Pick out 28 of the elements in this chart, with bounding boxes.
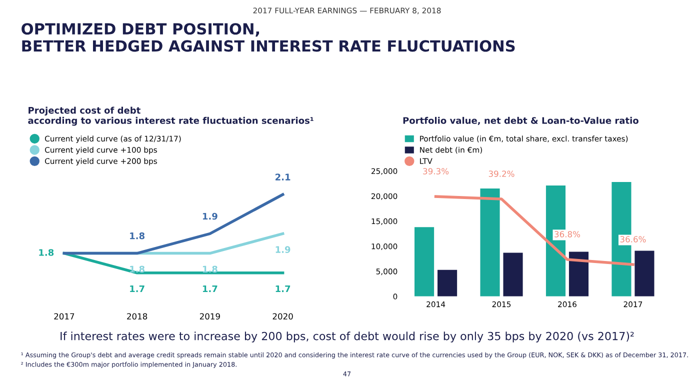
x-tick-label: 2020 — [272, 313, 293, 320]
bar — [568, 252, 589, 296]
bar — [480, 188, 500, 296]
text: OPTIMIZED DEBT POSITION, BETTER HEDGED AGAINST INTEREST RATE FLUCTUATIONS — [22, 23, 515, 52]
bar — [634, 250, 654, 296]
data-label: 1.7 — [130, 285, 144, 292]
data-label: 36.8% — [554, 231, 580, 238]
data-label: 39.3% — [423, 168, 449, 174]
x-tick-label: 2018 — [127, 313, 148, 320]
data-label: 36.6% — [620, 236, 646, 242]
data-label: 1.7 — [202, 285, 218, 292]
data-label: 1.8 — [130, 266, 144, 273]
data-label: 1.9 — [276, 246, 290, 253]
x-tick-label: 2017 — [54, 313, 74, 320]
data-label: 1.8 — [130, 232, 144, 240]
data-label: 2.1 — [276, 174, 290, 180]
data-label: 1.7 — [276, 285, 290, 292]
bar — [503, 252, 523, 296]
data-label: 1.9 — [202, 212, 218, 220]
data-label: 39.2% — [488, 170, 514, 177]
data-label: 1.8 — [39, 249, 54, 256]
chart-title: Portfolio value, net debt & Loan-to-Value ratio — [403, 116, 638, 126]
text: If interest rates were to increase by 200 bps, cost of debt would rise by only 35 bps by 2020 (vs 2017)² — [60, 332, 634, 342]
data-label: 1.8 — [202, 266, 218, 273]
x-tick-label: 2019 — [200, 313, 220, 320]
bar — [438, 270, 458, 296]
chart-title: Projected cost of debt according to various interest rate fluctuation scenarios¹ — [28, 106, 314, 126]
bar — [414, 227, 434, 296]
